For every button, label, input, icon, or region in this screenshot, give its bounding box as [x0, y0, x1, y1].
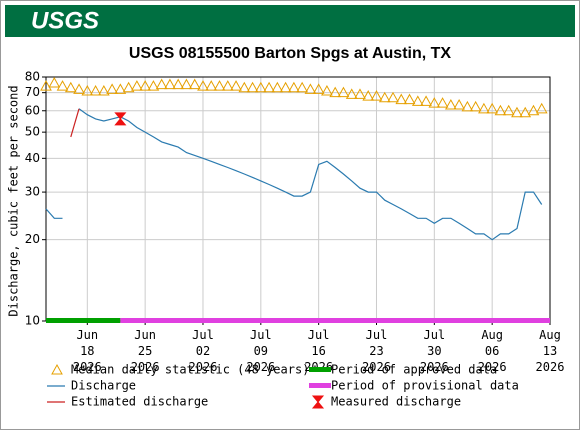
x-tick-label: Jul 09 2026 — [246, 328, 275, 374]
median-marker — [296, 81, 308, 93]
median-marker — [221, 80, 234, 91]
y-tick-label: 20 — [25, 232, 40, 246]
line-series — [70, 108, 80, 138]
legend-label: Period of provisional data — [331, 379, 519, 393]
legend-swatch — [311, 395, 325, 409]
median-marker — [271, 81, 284, 93]
y-tick-label: 40 — [25, 151, 40, 165]
x-tick-label: Aug 13 2026 — [536, 328, 565, 374]
y-axis-label: Discharge, cubic feet per second — [7, 85, 21, 316]
y-tick-label: 80 — [25, 70, 40, 84]
y-tick-label: 70 — [25, 85, 40, 99]
median-marker — [312, 83, 325, 94]
x-tick-label: Aug 06 2026 — [478, 328, 507, 374]
median-marker — [172, 78, 185, 90]
median-marker — [535, 102, 548, 114]
median-marker — [230, 80, 242, 91]
chart-title: USGS 08155500 Barton Spgs at Austin, TX — [129, 45, 452, 62]
median-marker — [420, 95, 432, 106]
median-marker — [73, 83, 85, 94]
median-marker — [48, 76, 61, 88]
median-marker — [188, 78, 201, 90]
median-marker — [469, 100, 482, 112]
median-marker — [288, 81, 300, 93]
x-tick-label: Jul 23 2026 — [362, 328, 391, 374]
median-marker — [56, 80, 69, 91]
median-marker — [64, 81, 77, 93]
median-marker — [453, 99, 465, 110]
median-marker — [164, 78, 176, 90]
legend-swatch — [309, 367, 331, 372]
median-marker — [478, 102, 490, 114]
median-marker — [527, 104, 540, 116]
median-marker — [246, 81, 259, 93]
period-bar — [120, 318, 550, 323]
median-marker — [354, 88, 366, 99]
plot-area — [46, 77, 550, 321]
median-marker — [378, 91, 391, 103]
median-marker — [370, 90, 383, 101]
median-marker — [428, 97, 441, 108]
median-marker — [89, 84, 102, 96]
legend-swatch — [309, 383, 331, 388]
median-marker — [97, 84, 110, 96]
measured-marker — [114, 112, 127, 126]
median-marker — [345, 88, 358, 99]
median-marker — [197, 80, 209, 91]
median-marker — [321, 84, 333, 96]
legend-label: Period of approved data — [331, 363, 497, 377]
median-marker — [436, 97, 449, 108]
median-marker — [147, 80, 160, 91]
median-marker — [238, 81, 251, 93]
median-marker — [511, 106, 523, 118]
header-bar — [5, 5, 575, 37]
median-marker — [519, 106, 532, 118]
median-marker — [122, 81, 135, 93]
legend-label: Discharge — [71, 379, 136, 393]
median-marker — [155, 78, 168, 90]
y-tick-label: 30 — [25, 185, 40, 199]
median-marker — [213, 80, 226, 91]
legend-label: Median daily statistic (48 years) — [71, 363, 309, 377]
x-tick-label: Jun 25 2026 — [131, 328, 160, 374]
legend-label: Measured discharge — [331, 395, 461, 409]
legend-swatch — [51, 363, 63, 375]
x-tick-label: Jul 30 2026 — [420, 328, 449, 374]
median-marker — [114, 83, 127, 94]
median-marker — [486, 102, 499, 114]
median-marker — [494, 104, 507, 116]
median-marker — [106, 83, 118, 94]
median-marker — [139, 80, 151, 91]
median-marker — [40, 80, 52, 91]
median-marker — [362, 90, 375, 101]
median-marker — [304, 83, 317, 94]
y-tick-label: 60 — [25, 103, 40, 117]
median-marker — [445, 99, 457, 110]
period-bar — [46, 318, 121, 323]
median-marker — [254, 81, 267, 93]
line-series — [45, 108, 543, 241]
median-marker — [180, 78, 193, 90]
median-marker — [329, 86, 342, 98]
median-marker — [263, 81, 275, 93]
x-tick-label: Jul 02 2026 — [189, 328, 218, 374]
median-marker — [395, 93, 408, 105]
median-marker — [279, 81, 292, 93]
logo: USGS — [31, 7, 99, 34]
median-marker — [387, 91, 399, 103]
median-marker — [337, 86, 350, 98]
legend-label: Estimated discharge — [71, 395, 208, 409]
median-marker — [131, 80, 143, 91]
median-marker — [205, 80, 218, 91]
median-marker — [411, 95, 424, 106]
y-tick-label: 10 — [25, 314, 40, 328]
median-marker — [502, 104, 515, 116]
median-marker — [461, 100, 474, 112]
median-marker — [403, 93, 416, 105]
x-tick-label: Jun 18 2026 — [73, 328, 102, 374]
y-tick-label: 50 — [25, 125, 40, 139]
median-marker — [81, 84, 94, 96]
